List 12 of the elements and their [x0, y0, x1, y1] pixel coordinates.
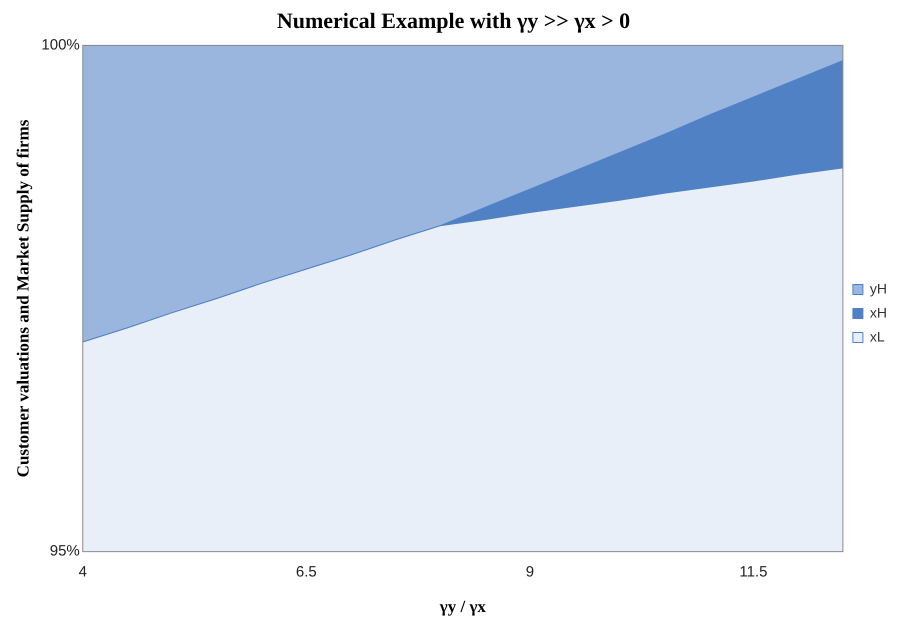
x-tick-label: 6.5	[296, 564, 317, 581]
legend-label: xH	[870, 304, 888, 320]
x-tick-label: 4	[78, 564, 87, 581]
x-tick-label: 9	[526, 564, 534, 581]
x-axis-title: γy / γx	[438, 597, 486, 616]
legend-label: xL	[870, 328, 885, 344]
chart-title: Numerical Example with γy >> γx > 0	[276, 8, 630, 33]
x-tick-label: 11.5	[739, 564, 768, 581]
y-axis-title: Customer valuations and Market Supply of firms	[14, 119, 33, 478]
y-tick-label: 100%	[41, 36, 80, 54]
y-tick-label: 95%	[50, 542, 80, 560]
legend-label: yH	[870, 280, 888, 296]
